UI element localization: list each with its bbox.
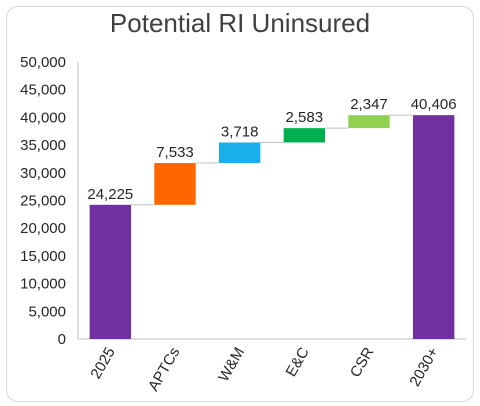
bar-2030-	[412, 115, 455, 339]
chart-frame	[6, 6, 474, 402]
data-label: 3,718	[221, 123, 259, 140]
y-tick-label: 5,000	[28, 303, 66, 320]
y-tick-label: 45,000	[20, 82, 66, 99]
y-tick-label: 40,000	[20, 109, 66, 126]
bar-2025	[89, 204, 132, 339]
x-tick-label: CSR	[347, 344, 378, 380]
chart-title: Potential RI Uninsured	[109, 8, 371, 38]
y-tick-label: 15,000	[20, 248, 66, 265]
x-tick-label: E&C	[283, 344, 313, 379]
x-tick-label: APTCs	[145, 345, 183, 395]
data-label: 7,533	[156, 144, 194, 161]
y-tick-label: 25,000	[20, 193, 66, 210]
data-label: 24,225	[87, 186, 133, 203]
y-tick-label: 10,000	[20, 276, 66, 293]
bar-csr	[348, 115, 390, 129]
x-tick-label: W&M	[215, 345, 248, 385]
y-tick-label: 0	[58, 331, 66, 348]
y-tick-label: 30,000	[20, 165, 66, 182]
x-tick-label: 2025	[87, 345, 118, 382]
bar-aptcs	[154, 163, 196, 205]
y-tick-label: 35,000	[20, 137, 66, 154]
bar-e-c	[283, 128, 326, 143]
x-tick-label: 2030+	[406, 344, 442, 389]
data-label: 40,406	[411, 96, 457, 113]
y-tick-label: 20,000	[20, 220, 66, 237]
data-label: 2,583	[286, 109, 324, 126]
y-tick-label: 50,000	[20, 54, 66, 71]
data-label: 2,347	[350, 96, 388, 113]
bar-w-m	[218, 142, 261, 164]
